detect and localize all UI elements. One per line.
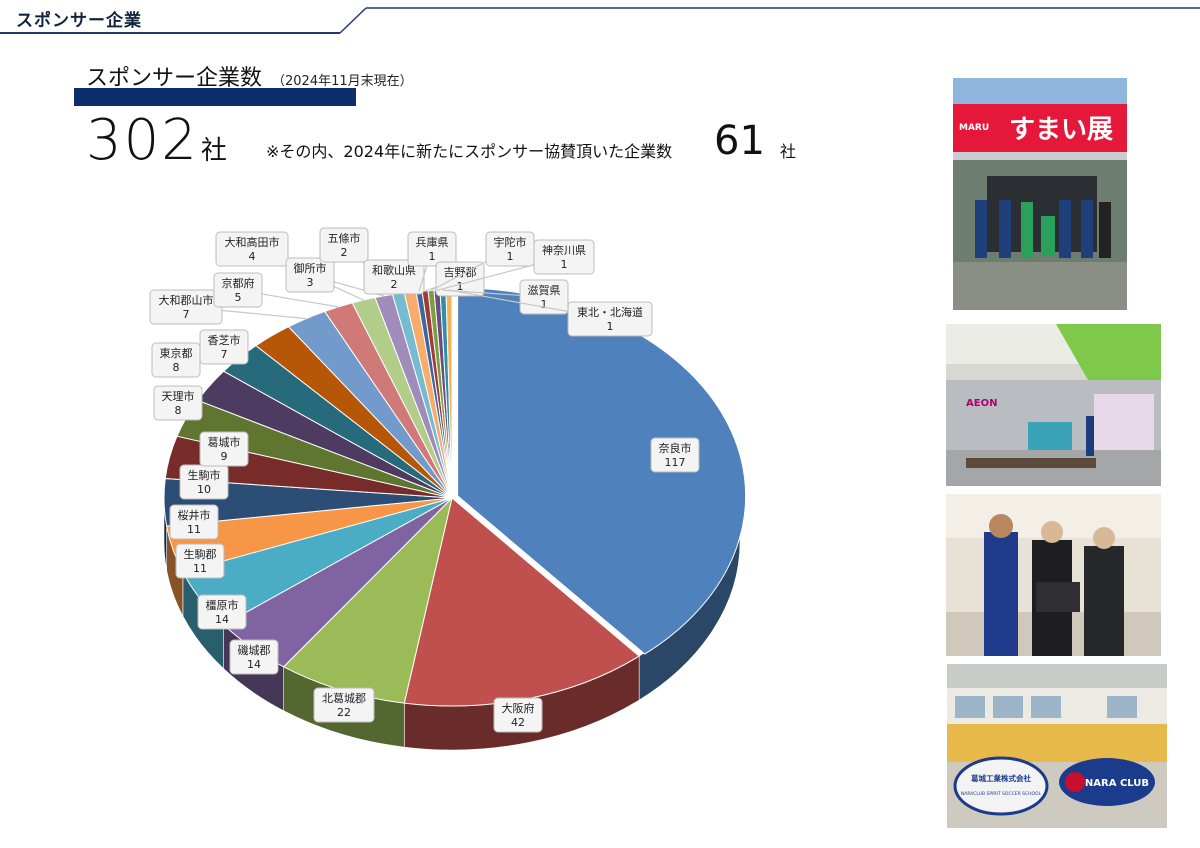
label-value-天理市: 8 bbox=[175, 404, 182, 417]
label-name-磯城郡: 磯城郡 bbox=[238, 644, 271, 657]
label-name-和歌山県: 和歌山県 bbox=[372, 263, 416, 277]
label-name-神奈川県: 神奈川県 bbox=[542, 243, 586, 257]
label-box-五條市 bbox=[319, 227, 369, 263]
sponsor-region-pie-chart: 奈良市117大阪府42北葛城郡22磯城郡14橿原市14生駒郡11桜井市11生駒市… bbox=[149, 227, 747, 751]
as-of-date: （2024年11月末現在） bbox=[272, 74, 413, 89]
photo-donation-ceremony bbox=[946, 494, 1161, 656]
label-value-葛城市: 9 bbox=[221, 450, 228, 463]
label-value-生駒市: 10 bbox=[197, 483, 211, 496]
label-box-香芝市 bbox=[199, 329, 249, 365]
new-sponsor-unit: 社 bbox=[780, 142, 797, 161]
sign-right: NARA CLUB bbox=[1085, 778, 1149, 789]
label-box-大和高田市 bbox=[215, 231, 289, 267]
label-value-宇陀市: 1 bbox=[507, 250, 514, 263]
label-value-大和高田市: 4 bbox=[249, 250, 256, 263]
heading-text: スポンサー企業数 bbox=[86, 66, 263, 91]
label-name-生駒市: 生駒市 bbox=[188, 468, 221, 482]
label-name-北葛城郡: 北葛城郡 bbox=[322, 692, 366, 705]
pie-slices bbox=[163, 287, 747, 707]
label-box-神奈川県 bbox=[533, 239, 595, 275]
label-name-生駒郡: 生駒郡 bbox=[184, 547, 217, 561]
label-name-宇陀市: 宇陀市 bbox=[494, 235, 527, 249]
label-box-桜井市 bbox=[169, 504, 219, 540]
label-value-奈良市: 117 bbox=[665, 456, 686, 469]
label-name-滋賀県: 滋賀県 bbox=[528, 284, 561, 297]
total-value: 302 bbox=[86, 108, 199, 173]
pie-labels: 奈良市117大阪府42北葛城郡22磯城郡14橿原市14生駒郡11桜井市11生駒市… bbox=[149, 227, 700, 733]
new-sponsor-note: ※その内、2024年に新たにスポンサー協賛頂いた企業数 bbox=[266, 142, 673, 161]
label-value-東北・北海道: 1 bbox=[607, 320, 614, 333]
label-box-大阪府 bbox=[493, 697, 543, 733]
label-value-生駒郡: 11 bbox=[193, 562, 207, 575]
label-value-和歌山県: 2 bbox=[391, 278, 398, 291]
label-name-京都府: 京都府 bbox=[222, 276, 255, 290]
label-box-葛城市 bbox=[199, 431, 249, 467]
label-value-東京都: 8 bbox=[173, 361, 180, 374]
header-line-graphic bbox=[0, 7, 1200, 34]
label-name-香芝市: 香芝市 bbox=[208, 333, 241, 347]
label-value-香芝市: 7 bbox=[221, 348, 228, 361]
top-header-bar: スポンサー企業 bbox=[0, 0, 1200, 40]
label-name-橿原市: 橿原市 bbox=[206, 598, 239, 612]
label-name-大和郡山市: 大和郡山市 bbox=[159, 293, 214, 307]
label-value-神奈川県: 1 bbox=[561, 258, 568, 271]
label-box-京都府 bbox=[213, 272, 263, 308]
label-value-磯城郡: 14 bbox=[247, 658, 261, 671]
photo-aeon-stage: AEON bbox=[946, 324, 1161, 486]
label-value-京都府: 5 bbox=[235, 291, 242, 304]
label-name-五條市: 五條市 bbox=[328, 231, 361, 245]
store-sign: AEON bbox=[966, 398, 997, 409]
label-value-橿原市: 14 bbox=[215, 613, 229, 626]
label-value-御所市: 3 bbox=[307, 276, 314, 289]
photo-soccer-school: 葛城工業株式会社 NARACLUB SPIRIT SOCCER SCHOOL N… bbox=[947, 664, 1167, 828]
label-value-五條市: 2 bbox=[341, 246, 348, 259]
section-title: スポンサー企業 bbox=[16, 11, 142, 31]
label-box-北葛城郡 bbox=[313, 687, 375, 723]
label-name-葛城市: 葛城市 bbox=[208, 435, 241, 449]
label-name-桜井市: 桜井市 bbox=[178, 508, 211, 522]
label-box-生駒郡 bbox=[175, 543, 225, 579]
new-sponsor-value: 61 bbox=[714, 118, 765, 164]
total-unit: 社 bbox=[200, 136, 227, 166]
sign-left-line2: NARACLUB SPIRIT SOCCER SCHOOL bbox=[961, 791, 1042, 797]
label-box-天理市 bbox=[153, 385, 203, 421]
label-box-橿原市 bbox=[197, 594, 247, 630]
banner-brand: MARU bbox=[959, 123, 989, 133]
label-value-兵庫県: 1 bbox=[429, 250, 436, 263]
label-box-御所市 bbox=[285, 257, 335, 293]
label-value-吉野郡: 1 bbox=[457, 280, 464, 293]
banner-text: すまい展 bbox=[1009, 115, 1113, 145]
label-value-大和郡山市: 7 bbox=[183, 308, 190, 321]
label-name-天理市: 天理市 bbox=[162, 389, 195, 403]
label-name-東北・北海道: 東北・北海道 bbox=[577, 305, 643, 319]
label-name-御所市: 御所市 bbox=[294, 261, 327, 275]
label-name-大阪府: 大阪府 bbox=[502, 701, 535, 715]
label-box-奈良市 bbox=[650, 437, 700, 473]
label-name-吉野郡: 吉野郡 bbox=[444, 266, 477, 279]
label-value-滋賀県: 1 bbox=[541, 298, 548, 311]
label-box-東北・北海道 bbox=[567, 301, 653, 337]
label-name-東京都: 東京都 bbox=[160, 346, 193, 360]
label-box-磯城郡 bbox=[229, 639, 279, 675]
label-value-北葛城郡: 22 bbox=[337, 706, 351, 719]
label-box-兵庫県 bbox=[407, 231, 457, 267]
total-sponsor-count: 302社 bbox=[86, 108, 227, 173]
heading-underline-bar bbox=[74, 88, 356, 106]
photo-sumai-exhibition: MARU すまい展 bbox=[953, 78, 1127, 310]
label-name-兵庫県: 兵庫県 bbox=[416, 235, 449, 249]
sign-left-line1: 葛城工業株式会社 bbox=[970, 773, 1031, 783]
sponsor-count-heading: スポンサー企業数 （2024年11月末現在） bbox=[86, 60, 413, 92]
label-value-大阪府: 42 bbox=[511, 716, 525, 729]
label-name-奈良市: 奈良市 bbox=[659, 441, 692, 455]
label-value-桜井市: 11 bbox=[187, 523, 201, 536]
label-name-大和高田市: 大和高田市 bbox=[225, 235, 280, 249]
